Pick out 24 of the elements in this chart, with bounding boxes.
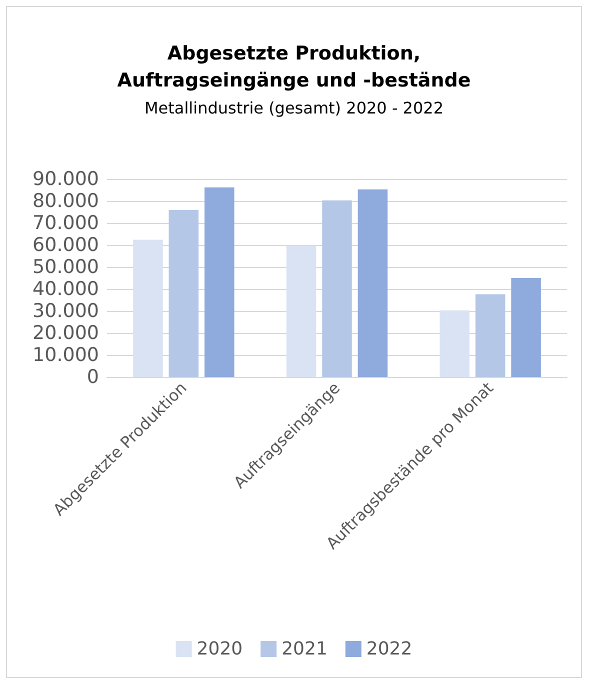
y-tick-label: 20.000	[32, 322, 99, 344]
y-tick-label: 10.000	[32, 344, 99, 366]
bar	[168, 210, 199, 377]
y-tick-label: 0	[86, 366, 99, 388]
legend-label: 2020	[196, 638, 243, 660]
bar	[133, 240, 163, 377]
bar	[358, 189, 388, 377]
bar	[322, 200, 352, 377]
y-tick-label: 50.000	[32, 256, 99, 278]
y-tick-label: 80.000	[32, 190, 99, 212]
y-tick-label: 30.000	[32, 300, 99, 322]
bar	[204, 187, 234, 377]
bar	[511, 278, 541, 377]
y-tick-label: 40.000	[32, 278, 99, 300]
bar	[475, 294, 506, 377]
legend-label: 2021	[282, 638, 328, 660]
chart-title: Abgesetzte Produktion, Auftragseingänge und -bestände	[117, 42, 471, 92]
y-tick-label: 60.000	[32, 234, 99, 256]
y-tick-label: 90.000	[32, 168, 99, 190]
bar	[440, 310, 470, 377]
y-tick-label: 70.000	[32, 212, 99, 234]
chart-subtitle: Metallindustrie (gesamt) 2020 - 2022	[144, 98, 444, 118]
legend-label: 2022	[366, 638, 412, 660]
bar	[286, 246, 316, 377]
